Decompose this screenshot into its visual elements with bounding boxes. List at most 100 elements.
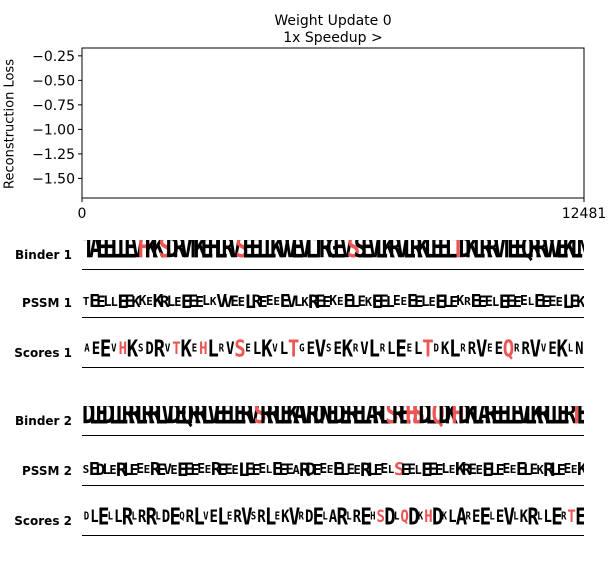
logo-letter: L [472,240,485,266]
logo-letter: K [464,406,477,432]
logo-letter: E [339,406,352,432]
logo-letter: L [193,506,204,531]
logo-letter: L [562,291,573,313]
logo-letter: L [550,406,563,432]
logo-letter: E [279,291,291,312]
logo-letter: K [530,406,543,432]
logo-letter: V [228,240,241,266]
logo-letter: L [387,339,395,359]
logo-letter: V [216,291,227,312]
row-label: Scores 2 [14,514,72,528]
logo-letter: Q [179,511,184,524]
logo-letter: E [180,291,192,313]
logo-letter: K [270,240,283,266]
logo-letter: L [339,460,350,479]
logo-letter: H [137,240,151,266]
logo-letter: L [414,339,422,359]
logo-letter: E [242,240,255,266]
row-label: PSSM 1 [21,296,72,310]
logo-letter: K [364,295,372,309]
logo-letter: L [488,460,499,480]
logo-letter: T [82,240,95,266]
logo-letter: A [455,506,467,531]
logo-letter: R [409,240,423,266]
logo-letter: H [451,406,464,432]
logo-letter: E [213,406,227,432]
logo-letter: S [411,406,425,432]
logo-letter: V [288,506,300,531]
logo-letter: S [82,463,90,476]
logo-letter: K [417,511,423,524]
sequence-logo: TEELLEEKKEKRLEEEELKVVEELREEEEVLKREEKEELE… [82,288,584,318]
logo-letter: A [292,463,299,477]
logo-letter: R [464,295,471,308]
logo-letter: E [332,459,344,480]
row-label: Binder 2 [15,414,72,428]
logo-letter: L [108,406,121,432]
logo-letter: V [475,338,487,363]
logo-letter: E [430,240,443,266]
logo-letter: L [244,291,255,313]
logo-letter: L [134,406,148,432]
logo-letter: E [117,291,128,313]
logo-letter: R [479,240,492,266]
logo-letter: L [116,240,130,266]
logo-letter: R [534,240,548,266]
logo-letter: D [82,406,95,432]
logo-letter: E [97,506,109,531]
logo-letter: D [457,406,471,432]
logo-letter: E [413,292,424,311]
logo-letter: T [569,406,583,432]
logo-letter: L [107,511,113,524]
sequence-logo: D LEL LRL RRL DEQ RLV ELE RVS RLE KVR DEL ARL REH SDL… [82,506,584,536]
logo-letter: E [569,292,579,312]
logo-letter: T [172,339,180,359]
logo-letter: E [217,460,228,479]
logo-letter: E [346,462,354,478]
logo-letter: E [484,294,493,310]
logo-letter: L [252,339,261,359]
logo-letter: E [563,462,571,477]
logo-letter: L [293,294,302,310]
logo-letter: E [437,240,450,266]
logo-letter: L [273,406,286,432]
logo-letter: E [176,459,188,481]
logo-baseline [82,535,584,536]
logo-letter: G [299,343,304,356]
logo-letter: R [221,240,234,266]
logo-letter: E [96,292,106,311]
sequence-logo: A EEV HKS DRV TKE HLR VSE LKV LTG EVS EKR VLR LEE LTD… [82,338,584,368]
logo-letter: K [180,338,191,363]
logo-letter: L [537,511,542,524]
logo-letter: K [144,240,158,266]
logo-letter: R [159,292,170,311]
logo-letter: R [318,240,332,266]
logo-letter: E [278,460,289,479]
logo-letter: E [575,506,584,534]
logo-letter: V [272,343,277,356]
logo-letter: E [326,463,334,476]
logo-letter: E [471,507,480,527]
logo-letter: R [240,406,253,432]
logo-letter: L [263,240,276,266]
logo-letter: E [352,406,365,432]
logo-letter: E [468,462,477,478]
logo-letter: V [179,240,193,266]
logo-letter: K [441,511,447,524]
logo-letter: R [298,511,304,524]
chart-subtitle: 1x Speedup > [283,30,383,46]
logo-letter: K [519,507,528,527]
logo-letter: E [273,295,280,308]
logo-letter: R [187,406,201,432]
logo-letter: R [299,459,310,481]
logo-letter: E [512,293,522,311]
logo-letter: L [207,338,218,363]
logo-letter: R [210,459,222,480]
logo-letter: R [467,339,476,359]
logo-letter: N [577,240,584,268]
logo-letter: D [431,506,443,531]
logo-letter: E [183,460,194,480]
logo-letter: E [360,240,374,266]
logo-letter: H [118,339,127,359]
logo-letter: T [82,295,90,308]
